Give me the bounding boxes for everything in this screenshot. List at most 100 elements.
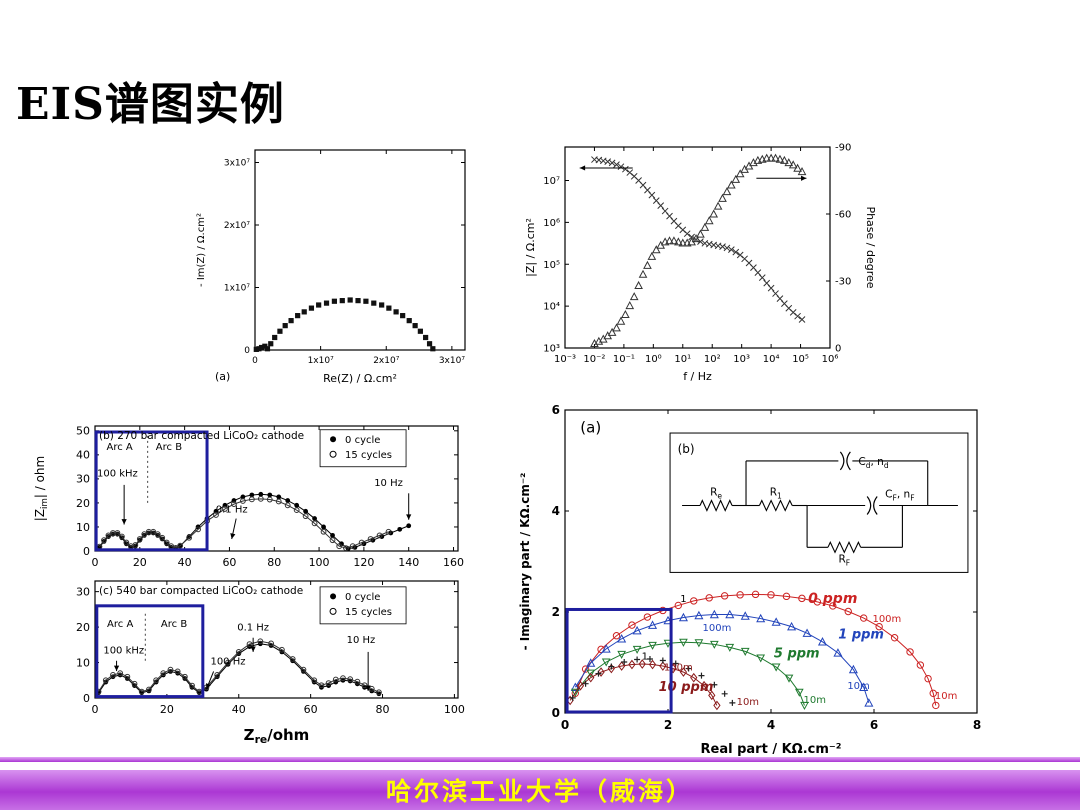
svg-text:10⁴: 10⁴ [763,354,780,365]
licoo2-270bar-chart: 0 20 40 60 80 100 120 140 160 0 10 20 30 40 50 Arc A Arc… [30,420,470,575]
svg-text:6: 6 [870,718,878,732]
svg-text:60: 60 [222,556,236,569]
svg-text:0: 0 [835,344,841,355]
svg-text:Arc A: Arc A [107,619,133,630]
svg-text:1: 1 [680,594,686,605]
svg-text:120: 120 [353,556,374,569]
svg-text:30: 30 [76,473,90,486]
svg-text:2x10⁷: 2x10⁷ [224,221,251,231]
svg-text:0: 0 [83,692,90,705]
svg-text:10⁶: 10⁶ [543,218,560,229]
svg-text:Arc A: Arc A [107,442,133,453]
svg-text:Arc B: Arc B [161,619,187,630]
svg-text:8: 8 [973,718,981,732]
svg-text:60: 60 [304,703,318,716]
svg-text:10⁵: 10⁵ [792,354,809,365]
svg-text:- Im(Z) / Ω.cm²: - Im(Z) / Ω.cm² [196,213,207,287]
svg-text:10⁻³: 10⁻³ [554,354,576,365]
svg-text:10 Hz: 10 Hz [374,478,403,489]
svg-text:10⁵: 10⁵ [543,260,560,271]
svg-text:- Imaginary part / KΩ.cm⁻²: - Imaginary part / KΩ.cm⁻² [518,473,532,651]
svg-text:|Z| / Ω.cm²: |Z| / Ω.cm² [524,218,537,277]
svg-text:40: 40 [232,703,246,716]
svg-text:R1: R1 [770,487,782,501]
svg-text:100: 100 [444,703,465,716]
svg-text:1x10⁷: 1x10⁷ [308,356,335,366]
licoo2-540bar-svg: 0 20 40 60 80 100 0 10 20 30 Arc A Arc B 100 kHz 0.1 … [76,580,465,746]
licoo2-540bar-chart: 0 20 40 60 80 100 0 10 20 30 Arc A Arc B 100 kHz 0.1 … [30,575,470,760]
svg-text:-60: -60 [835,210,851,221]
footer-accent-line [0,757,1080,762]
svg-text:0: 0 [83,545,90,558]
svg-text:10⁷: 10⁷ [543,176,560,187]
svg-text:20: 20 [76,621,90,634]
svg-text:4: 4 [552,504,560,518]
svg-text:100 kHz: 100 kHz [97,468,138,479]
svg-text:10: 10 [76,656,90,669]
svg-text:10: 10 [76,521,90,534]
svg-text:20: 20 [133,556,147,569]
svg-text:10¹: 10¹ [674,354,691,365]
svg-text:160: 160 [443,556,464,569]
svg-text:1: 1 [642,651,648,662]
svg-text:0: 0 [92,556,99,569]
svg-text:10³: 10³ [543,344,560,355]
svg-text:20: 20 [76,497,90,510]
svg-text:10 ppm: 10 ppm [659,680,714,695]
svg-text:100: 100 [309,556,330,569]
slide-title: EIS谱图实例 [16,79,285,130]
svg-text:Re: Re [710,487,722,501]
svg-text:100 Hz: 100 Hz [210,656,245,667]
svg-text:Cd, nd: Cd, nd [858,456,888,470]
svg-text:100m: 100m [872,614,901,625]
svg-text:(a): (a) [580,419,601,437]
svg-text:20: 20 [160,703,174,716]
svg-text:0: 0 [92,703,99,716]
svg-text:1 ppm: 1 ppm [838,627,884,642]
svg-text:0.1 Hz: 0.1 Hz [237,623,269,634]
svg-text:0: 0 [561,718,569,732]
svg-text:CF, nF: CF, nF [885,489,914,503]
svg-text:0.1 Hz: 0.1 Hz [216,505,248,516]
svg-text:30: 30 [76,585,90,598]
svg-text:3x10⁷: 3x10⁷ [224,159,251,169]
svg-text:10⁻¹: 10⁻¹ [613,354,635,365]
svg-text:10m: 10m [847,681,869,692]
footer-text: 哈尔滨工业大学（威海） [385,777,694,806]
svg-text:-90: -90 [835,143,851,154]
svg-text:2: 2 [552,605,560,619]
svg-text:10³: 10³ [733,354,750,365]
svg-text:Real part / KΩ.cm⁻²: Real part / KΩ.cm⁻² [701,742,842,757]
bode-svg: 10⁻³ 10⁻² 10⁻¹ 10⁰ 10¹ 10² 10³ 10⁴ 10⁵ 10⁶ 10³ 10⁴ 1… [524,143,875,384]
ppm-nyquist-svg: 0 2 4 6 8 0 2 4 6 (a) 0 ppm 100m 1 ppm 100m 1 5 ppm 10m 1… [518,403,981,757]
svg-text:5 ppm: 5 ppm [774,646,820,661]
svg-text:40: 40 [76,449,90,462]
svg-text:10⁰: 10⁰ [645,354,662,365]
svg-text:10⁻²: 10⁻² [583,354,605,365]
svg-text:10⁴: 10⁴ [543,302,560,313]
svg-text:0 cycle: 0 cycle [345,592,380,603]
svg-text:140: 140 [398,556,419,569]
svg-text:2x10⁷: 2x10⁷ [373,356,400,366]
svg-text:1x10⁷: 1x10⁷ [224,284,251,294]
svg-text:|Zim| / ohm: |Zim| / ohm [33,456,50,521]
svg-text:40: 40 [178,556,192,569]
svg-text:10m: 10m [935,691,957,702]
licoo2-270bar-svg: 0 20 40 60 80 100 120 140 160 0 10 20 30 40 50 Arc A Arc… [33,425,464,569]
svg-text:10²: 10² [704,354,721,365]
svg-text:6: 6 [552,403,560,417]
svg-text:f / Hz: f / Hz [683,370,712,383]
svg-text:0: 0 [244,346,250,356]
svg-text:100 kHz: 100 kHz [103,646,144,657]
svg-text:10 Hz: 10 Hz [347,635,376,646]
svg-text:0 ppm: 0 ppm [808,591,857,607]
svg-text:10⁶: 10⁶ [822,354,839,365]
bode-chart: 10⁻³ 10⁻² 10⁻¹ 10⁰ 10¹ 10² 10³ 10⁴ 10⁵ 10⁶ 10³ 10⁴ 1… [520,135,875,400]
svg-text:80: 80 [376,703,390,716]
svg-text:(c) 540 bar compacted LiCoO₂ c: (c) 540 bar compacted LiCoO₂ cathode [99,585,303,597]
svg-text:Phase / degree: Phase / degree [864,206,875,288]
svg-text:4: 4 [767,718,775,732]
svg-text:2: 2 [664,718,672,732]
footer-bar: 哈尔滨工业大学（威海） [0,770,1080,810]
svg-text:3x10⁷: 3x10⁷ [439,356,466,366]
